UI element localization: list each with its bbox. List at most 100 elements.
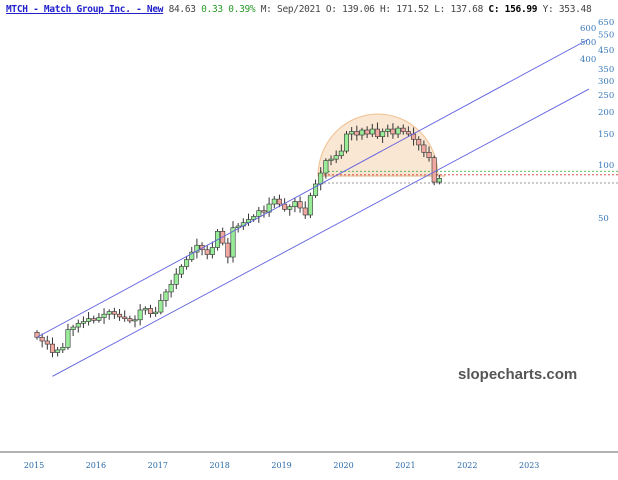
y-tick-label: 200	[598, 108, 614, 118]
candle-body	[122, 316, 128, 319]
x-tick-label: 2018	[210, 461, 230, 470]
candle-body	[184, 259, 190, 267]
low-value: L: 137.68	[434, 4, 483, 15]
candle-body	[385, 128, 391, 132]
candle-body	[70, 326, 76, 330]
candle-body	[256, 210, 262, 217]
candle-body	[318, 172, 324, 185]
chart-header: MTCH - Match Group Inc. - New 84.63 0.33…	[6, 4, 592, 15]
candle-body	[75, 323, 81, 328]
x-tick-label: 2021	[395, 461, 415, 470]
candle-body	[111, 311, 117, 315]
candle-body	[380, 131, 386, 137]
x-tick-label: 2016	[86, 461, 106, 470]
trendline-1	[52, 88, 590, 377]
last-price: 84.63	[168, 4, 196, 15]
candle-body	[96, 317, 102, 321]
candle-body	[426, 152, 432, 159]
candle-body	[153, 311, 159, 314]
candle-body	[421, 144, 427, 153]
candle-body	[117, 313, 123, 318]
y-tick-label: 350	[598, 65, 614, 75]
candle-body	[323, 160, 329, 174]
change-percent: 0.39%	[228, 4, 256, 15]
y-tick-label: 650	[598, 18, 614, 28]
y-tick-label: 250	[598, 91, 614, 101]
high-value: H: 171.52	[380, 4, 429, 15]
candle-body	[106, 311, 112, 315]
candle-body	[80, 321, 86, 324]
candle-body	[395, 127, 401, 135]
open-value: O: 139.06	[325, 4, 375, 15]
candle-body	[101, 313, 107, 318]
candle-body	[39, 336, 45, 342]
candle-body	[49, 343, 55, 353]
candle-body	[359, 129, 365, 136]
y-tick-label: 300	[598, 77, 614, 87]
trendlines	[36, 38, 590, 377]
y-tick-label: 400	[580, 55, 596, 65]
candle-body	[251, 216, 257, 220]
candle-body	[313, 183, 319, 196]
candle-body	[431, 157, 437, 183]
candle-body	[354, 131, 360, 136]
y-tick-label: 150	[598, 130, 614, 140]
candle-body	[225, 242, 231, 258]
x-axis: 2015 2016 2017 2018 2019 2020 2021 2022 2023	[24, 461, 540, 470]
candle-body	[390, 128, 396, 135]
watermark: slopecharts.com	[458, 366, 577, 383]
y-tick-label: 500	[580, 38, 596, 48]
candle-body	[349, 131, 355, 135]
candle-body	[338, 150, 344, 156]
close-value: C: 156.99	[488, 4, 538, 15]
candle-body	[297, 201, 303, 209]
candle-body	[209, 247, 215, 255]
candle-body	[44, 340, 50, 345]
change-value: 0.33	[201, 4, 223, 15]
horizontal-levels	[320, 170, 618, 184]
y-tick-label: 450	[598, 46, 614, 56]
candle-body	[204, 249, 210, 255]
candle-body	[416, 138, 422, 146]
candle-body	[230, 227, 236, 258]
candle-body	[287, 206, 293, 210]
x-tick-label: 2023	[519, 461, 539, 470]
candle-body	[91, 318, 97, 321]
y-tick-label: 50	[598, 214, 609, 224]
candle-body	[189, 251, 195, 260]
candle-body	[199, 244, 205, 251]
candle-body	[302, 207, 308, 216]
candle-body	[343, 133, 349, 152]
x-tick-label: 2020	[333, 461, 353, 470]
candle-body	[333, 155, 339, 160]
y-tick-label: 550	[598, 31, 614, 41]
candle-body	[276, 198, 282, 205]
candle-body	[400, 127, 406, 132]
candle-body	[137, 309, 143, 321]
candle-body	[261, 210, 267, 213]
y-tick-label: 100	[598, 161, 614, 171]
candle-body	[364, 129, 370, 135]
candle-body	[374, 128, 380, 137]
candle-body	[55, 349, 61, 353]
x-tick-label: 2015	[24, 461, 44, 470]
candle-body	[163, 291, 169, 301]
candle-body	[282, 203, 288, 210]
candle-body	[65, 329, 71, 348]
candle-body	[86, 318, 92, 322]
candle-body	[173, 273, 179, 285]
candle-body	[142, 308, 148, 311]
candle-body	[307, 195, 313, 216]
period-label: M: Sep/2021	[260, 4, 321, 15]
candle-body	[194, 244, 200, 253]
candle-body	[178, 266, 184, 275]
candle-body	[132, 319, 138, 322]
candle-body	[158, 300, 164, 313]
x-tick-label: 2017	[148, 461, 168, 470]
candle-body	[369, 128, 375, 135]
symbol-title-link[interactable]: MTCH - Match Group Inc. - New	[6, 4, 164, 15]
candle-body	[127, 318, 133, 322]
candle-body	[60, 347, 66, 351]
